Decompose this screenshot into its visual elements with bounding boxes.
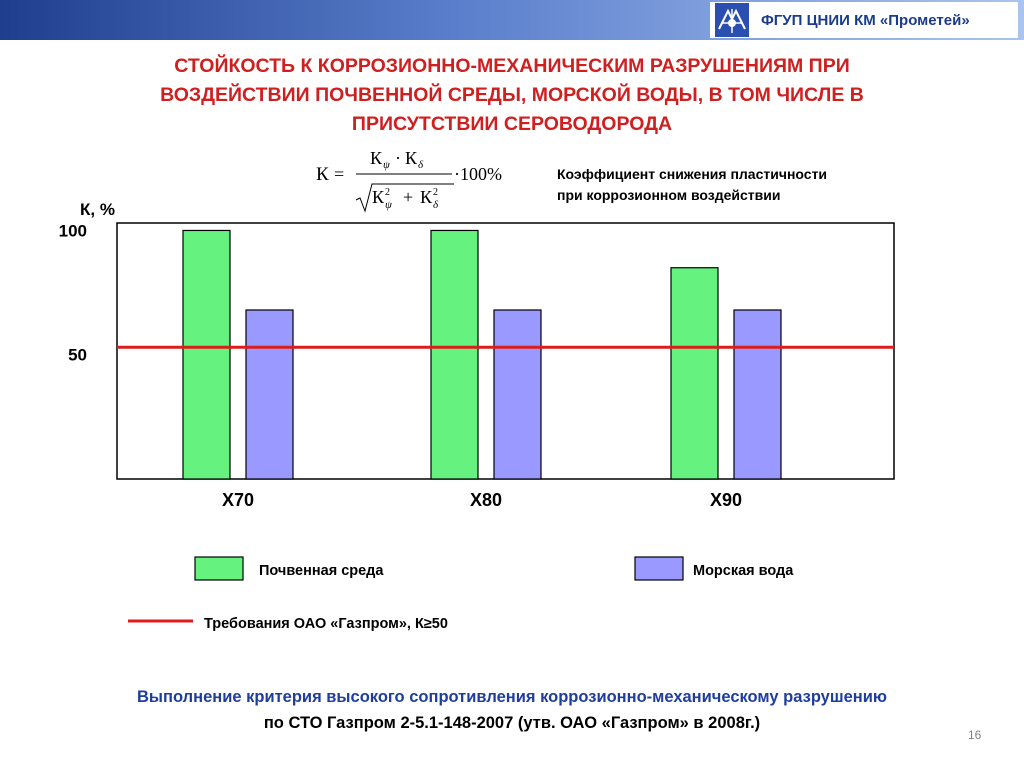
chart: К, % 100 50 Х70 Х80 Х90 Почвенная среда Мор… [59,200,895,632]
title-line-1: СТОЙКОСТЬ К КОРРОЗИОННО-МЕХАНИЧЕСКИМ РАЗ… [174,55,850,77]
y-axis-label: К, % [80,200,115,219]
legend-swatch-sea [634,556,684,581]
y-tick-label: 100 [59,221,87,240]
formula-sub-psi: ψ [383,159,390,171]
bar-soil-2 [430,229,479,480]
formula-k-psi-2: К [372,187,385,207]
legend-label-sea: Морская вода [693,563,794,579]
formula-power-2: 2 [433,187,438,198]
coefficient-description: Коэффициент снижения пластичности при ко… [557,164,827,206]
header-bar: ФГУП ЦНИИ КМ «Прометей» [0,0,1024,40]
legend-label-soil: Почвенная среда [259,563,384,579]
bar-sea-1 [245,309,294,480]
formula-k-delta-2: К [420,187,433,207]
prometey-logo-icon [715,3,749,37]
y-axis-ticks: 100 50 [59,221,87,364]
bar-soil-1 [182,229,231,480]
x-tick-label: Х70 [222,490,254,510]
formula-percent: ·100% [454,164,502,184]
x-tick-label: Х80 [470,490,502,510]
formula-power-1: 2 [385,187,390,198]
bar-sea-2 [493,309,542,480]
organization-badge: ФГУП ЦНИИ КМ «Прометей» [710,2,1018,38]
conclusion: Выполнение критерия высокого сопротивлен… [20,684,1004,736]
formula-sub-psi-2: ψ [385,199,392,211]
coefficient-line-2: при коррозионном воздействии [557,187,781,203]
conclusion-line-2: по СТО Газпром 2-5.1-148-2007 (утв. ОАО … [263,714,761,732]
organization-name: ФГУП ЦНИИ КМ «Прометей» [761,11,970,29]
formula: К = К ψ · К δ К 2 ψ + К 2 δ ·100% [316,148,502,213]
bar-sea-3 [733,309,782,480]
coefficient-line-1: Коэффициент снижения пластичности [557,166,828,182]
page-number: 16 [968,728,982,742]
title-line-2: ВОЗДЕЙСТВИИ ПОЧВЕННОЙ СРЕДЫ, МОРСКОЙ ВОД… [160,84,864,106]
formula-dot: · [395,148,401,168]
bars [182,229,782,480]
formula-lhs: К [316,164,329,185]
x-axis-labels: Х70 Х80 Х90 [222,490,742,510]
legend-swatch-soil [194,556,244,581]
formula-k-delta: К [405,148,418,168]
y-tick-label: 50 [68,346,87,365]
bar-soil-3 [670,267,719,480]
formula-sub-delta-2: δ [433,199,439,211]
formula-equals: = [334,164,344,184]
title-line-3: ПРИСУТСТВИИ СЕРОВОДОРОДА [351,113,673,135]
x-tick-label: Х90 [710,490,742,510]
formula-plus: + [403,187,413,207]
formula-k-psi: К [370,148,383,168]
conclusion-line-1: Выполнение критерия высокого сопротивлен… [136,688,887,706]
slide-title: СТОЙКОСТЬ К КОРРОЗИОННО-МЕХАНИЧЕСКИМ РАЗ… [20,52,1004,139]
formula-sub-delta: δ [418,159,424,171]
formula-sqrt-sign [355,183,454,213]
legend-threshold-label: Требования ОАО «Газпром», К≥50 [204,616,448,632]
